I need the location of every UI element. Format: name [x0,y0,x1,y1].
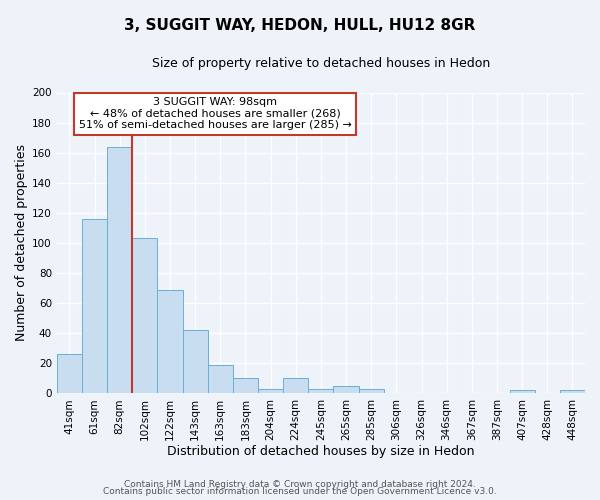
Bar [359,389,384,394]
Bar [509,390,535,394]
Text: 3, SUGGIT WAY, HEDON, HULL, HU12 8GR: 3, SUGGIT WAY, HEDON, HULL, HU12 8GR [124,18,476,32]
Bar [107,146,132,394]
Text: Contains public sector information licensed under the Open Government Licence v3: Contains public sector information licen… [103,488,497,496]
Y-axis label: Number of detached properties: Number of detached properties [15,144,28,342]
Title: Size of property relative to detached houses in Hedon: Size of property relative to detached ho… [152,58,490,70]
Bar [258,389,283,394]
Bar [560,390,585,394]
Text: 3 SUGGIT WAY: 98sqm
← 48% of detached houses are smaller (268)
51% of semi-detac: 3 SUGGIT WAY: 98sqm ← 48% of detached ho… [79,97,352,130]
Bar [132,238,157,394]
Bar [82,219,107,394]
Bar [208,365,233,394]
Bar [283,378,308,394]
Bar [308,389,334,394]
Text: Contains HM Land Registry data © Crown copyright and database right 2024.: Contains HM Land Registry data © Crown c… [124,480,476,489]
Bar [157,290,182,394]
Bar [182,330,208,394]
Bar [57,354,82,394]
Bar [233,378,258,394]
X-axis label: Distribution of detached houses by size in Hedon: Distribution of detached houses by size … [167,444,475,458]
Bar [334,386,359,394]
